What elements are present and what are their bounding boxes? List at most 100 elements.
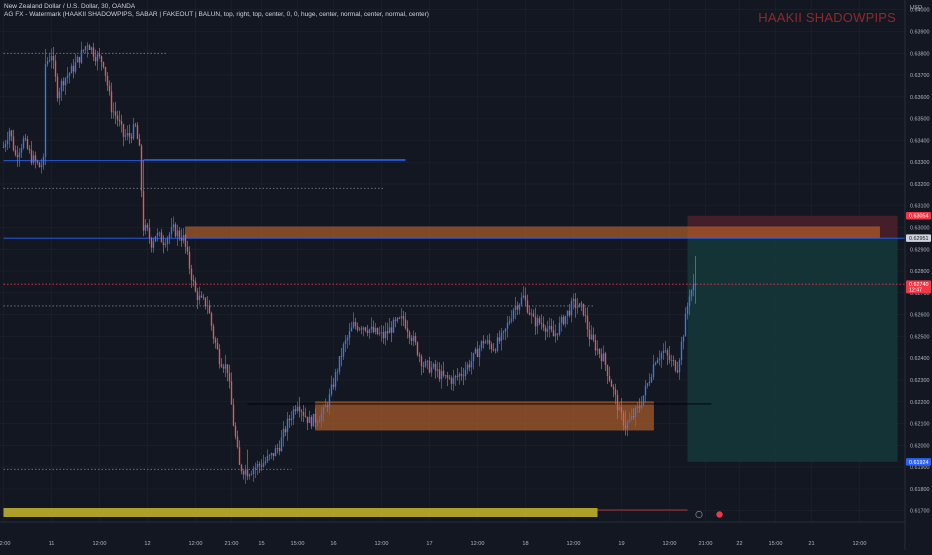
stop-loss-tag[interactable]	[906, 211, 931, 220]
candle-body	[92, 47, 95, 57]
candle-body	[174, 224, 177, 237]
candle-body	[382, 332, 385, 339]
time-tick-label: 12	[144, 541, 150, 547]
candle-body	[360, 328, 363, 330]
take-profit-area[interactable]	[687, 238, 898, 462]
price-tick-label: 0.61800	[910, 487, 930, 493]
candle-body	[692, 283, 695, 291]
candle-body	[64, 77, 67, 86]
candle-body	[170, 227, 173, 235]
candle-body	[578, 303, 581, 308]
candle-body	[612, 386, 615, 390]
candle-body	[188, 251, 191, 269]
price-axis-currency: USD	[910, 5, 922, 11]
candle-body	[374, 328, 377, 333]
candle-body	[302, 412, 305, 416]
candle-body	[664, 350, 667, 352]
candle-body	[128, 133, 131, 137]
candle-body	[596, 348, 599, 351]
candle-body	[456, 375, 459, 377]
candle-body	[336, 371, 339, 373]
candle-body	[478, 348, 481, 358]
candle-body	[564, 315, 567, 325]
candle-body	[290, 418, 293, 421]
news-marker-icon[interactable]	[716, 511, 723, 518]
price-tick-label: 0.62400	[910, 356, 930, 362]
candle-body	[510, 318, 513, 322]
candle-body	[560, 316, 563, 323]
candle-body	[516, 305, 519, 310]
candle-body	[300, 411, 303, 413]
candle-body	[454, 375, 457, 378]
candle-body	[106, 75, 109, 86]
candle-body	[286, 418, 289, 433]
time-tick-label: 18	[522, 541, 528, 547]
candle-body	[656, 360, 659, 363]
candle-body	[572, 298, 575, 302]
candle-body	[304, 415, 307, 417]
candle-body	[228, 373, 231, 382]
candle-body	[330, 384, 333, 395]
candle-body	[46, 61, 49, 65]
candle-body	[172, 224, 175, 228]
candle-body	[252, 469, 255, 474]
candle-body	[524, 295, 527, 301]
candle-body	[48, 60, 51, 62]
candle-body	[312, 413, 315, 427]
candle-body	[144, 224, 147, 231]
candle-body	[672, 360, 675, 361]
candle-body	[58, 91, 61, 99]
candle-body	[74, 62, 77, 72]
watermark-text: HAAKII SHADOWPIPS	[758, 10, 896, 25]
candle-body	[622, 412, 625, 426]
candle-body	[2, 146, 5, 148]
candle-body	[196, 291, 199, 301]
candle-body	[222, 366, 225, 369]
candle-body	[576, 307, 579, 309]
last-price-tag[interactable]	[906, 280, 931, 294]
candle-body	[260, 465, 263, 467]
candle-body	[460, 373, 463, 376]
resistance-zone[interactable]	[185, 226, 880, 239]
candle-body	[690, 290, 693, 297]
support-zone[interactable]	[315, 401, 654, 431]
candle-body	[682, 336, 685, 342]
candle-body	[44, 64, 47, 157]
candle-body	[354, 322, 357, 326]
candle-body	[244, 469, 247, 475]
candle-body	[296, 406, 299, 412]
candle-body	[120, 120, 123, 125]
candle-body	[594, 340, 597, 351]
candle-body	[168, 234, 171, 239]
candle-body	[462, 375, 465, 377]
candle-body	[256, 463, 259, 468]
candle-body	[694, 283, 697, 285]
candle-body	[570, 301, 573, 316]
candle-body	[258, 463, 261, 466]
candle-body	[322, 407, 325, 414]
candle-body	[492, 349, 495, 351]
price-tick-label: 0.61900	[910, 465, 930, 471]
indicator-label[interactable]: AG FX - Watermark (HAAKII SHADOWPIPS, SA…	[4, 11, 429, 18]
candle-body	[390, 327, 393, 333]
candle-body	[94, 56, 97, 62]
candle-body	[364, 327, 367, 331]
candle-body	[416, 342, 419, 355]
event-marker-icon[interactable]	[695, 510, 703, 519]
candle-body	[110, 91, 113, 113]
ref-line-tag[interactable]	[906, 234, 931, 242]
candle-body	[634, 407, 637, 418]
candle-body	[50, 56, 53, 61]
candle-body	[358, 328, 361, 330]
candle-body	[162, 242, 165, 246]
candle-body	[34, 155, 37, 161]
candle-body	[650, 377, 653, 382]
candle-body	[574, 298, 577, 309]
take-profit-tag[interactable]	[906, 458, 931, 466]
symbol-title[interactable]: New Zealand Dollar / U.S. Dollar, 30, OA…	[4, 3, 136, 10]
candle-body	[598, 348, 601, 355]
candle-body	[60, 80, 63, 92]
time-tick-label: 12:00	[567, 541, 581, 547]
